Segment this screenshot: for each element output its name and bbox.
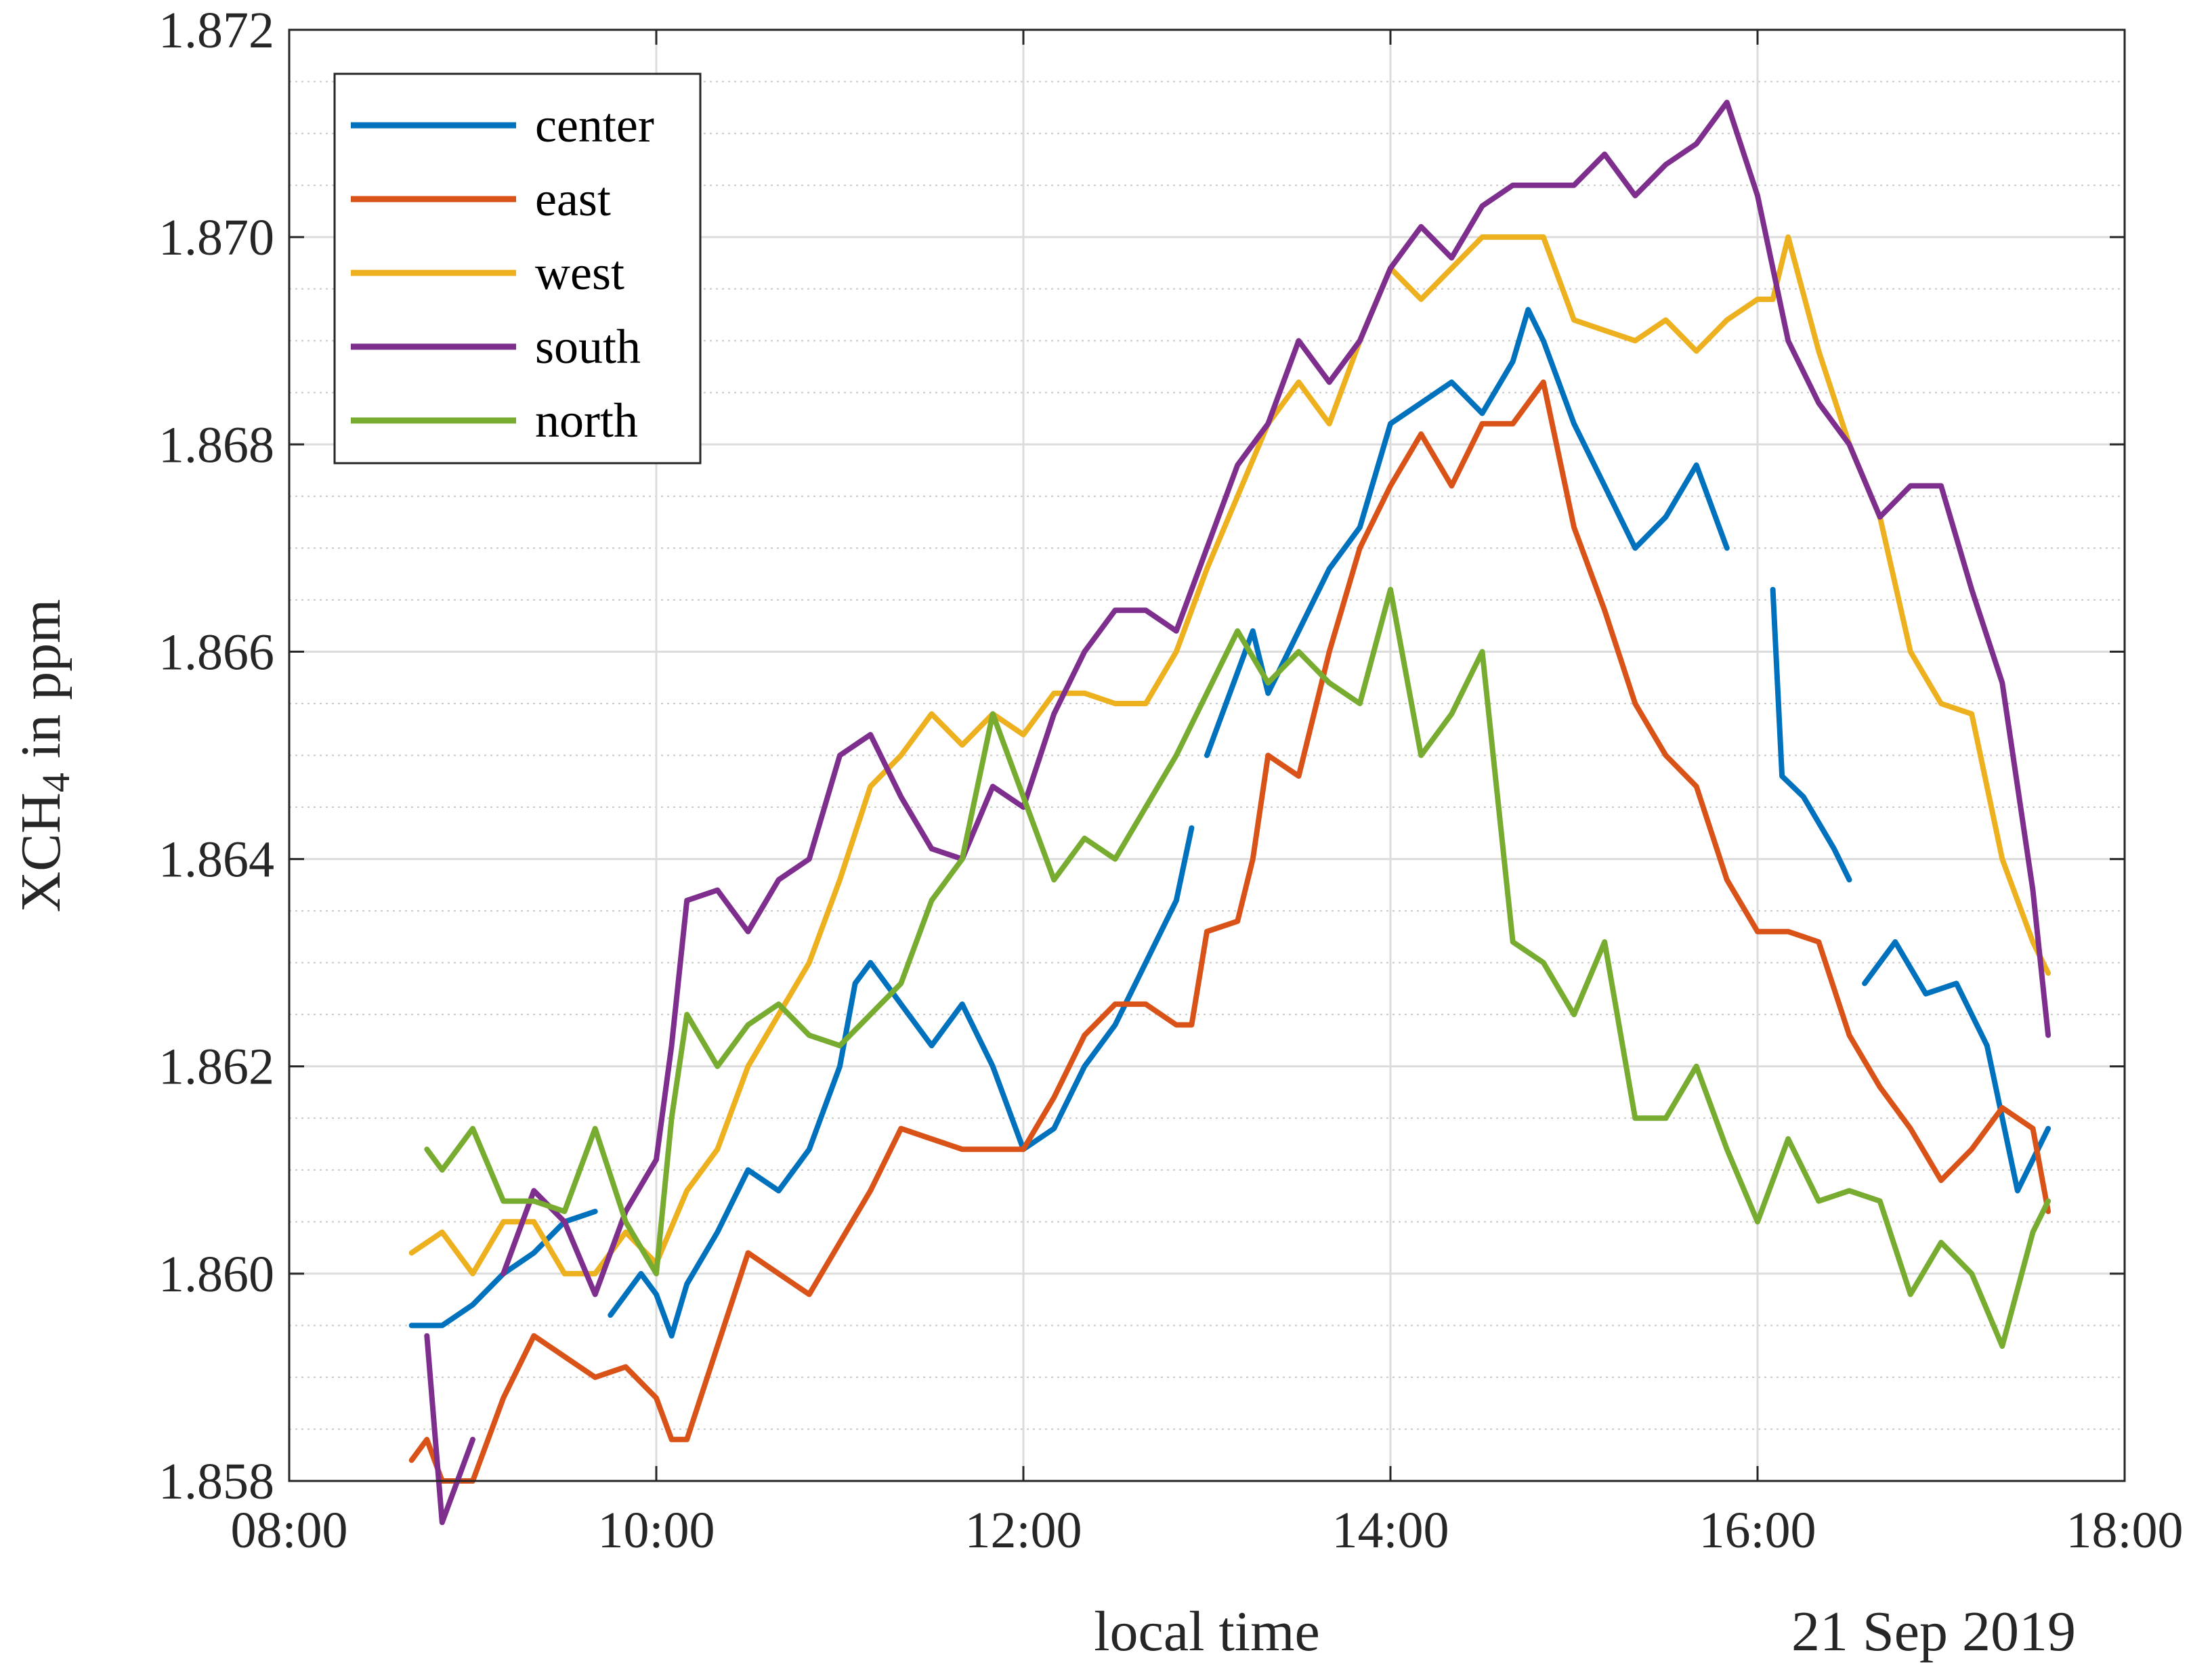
x-tick-label: 14:00 (1332, 1502, 1449, 1559)
legend-label-center: center (535, 98, 654, 152)
series-line-center (1770, 586, 1852, 883)
legend-entry-north: north (351, 393, 638, 448)
y-axis-title-main: XCH (9, 792, 72, 912)
legend-entry-west: west (351, 246, 624, 300)
series-south (424, 100, 2051, 1526)
x-tick-label: 08:00 (230, 1502, 347, 1559)
series-line-center (608, 825, 1195, 1339)
y-tick-label: 1.870 (158, 209, 274, 266)
series-west (408, 234, 2051, 1276)
legend-label-south: south (535, 320, 641, 374)
legend-entry-east: east (351, 172, 611, 226)
legend-box (333, 72, 702, 465)
legend-entries: center east west south north (351, 98, 654, 448)
series-line-west (408, 234, 2051, 1276)
y-tick-label: 1.858 (158, 1453, 274, 1510)
series-line-center (1862, 939, 2051, 1194)
axis-ticks (288, 28, 2126, 1482)
x-tick-label: 18:00 (2066, 1502, 2183, 1559)
y-tick-label: 1.864 (158, 832, 274, 888)
y-tick-label: 1.860 (158, 1246, 274, 1303)
series-line-north (424, 586, 2051, 1349)
series-line-center (1204, 307, 1730, 758)
series-line-south (501, 100, 2051, 1297)
legend-entry-center: center (351, 98, 654, 152)
date-label: 21 Sep 2019 (1791, 1600, 2076, 1663)
legend-entry-south: south (351, 320, 641, 374)
y-axis-title-rest: in ppm (9, 599, 72, 773)
x-tick-label: 10:00 (597, 1502, 715, 1559)
y-tick-label: 1.862 (158, 1039, 274, 1096)
y-tick-label: 1.868 (158, 416, 274, 473)
y-tick-label: 1.866 (158, 624, 274, 681)
y-axis-title: XCH4 in ppm (9, 599, 78, 912)
y-tick-labels: 1.858 1.860 1.862 1.864 1.866 1.868 1.870 1.872 (158, 2, 274, 1510)
x-tick-label: 16:00 (1699, 1502, 1816, 1559)
legend: center east west south north (333, 72, 702, 465)
legend-label-north: north (535, 393, 638, 448)
series-east (408, 379, 2051, 1484)
x-tick-label: 12:00 (964, 1502, 1082, 1559)
series-north (424, 586, 2051, 1349)
series-line-east (408, 379, 2051, 1484)
y-tick-label: 1.872 (158, 2, 274, 59)
legend-label-east: east (535, 172, 611, 226)
y-axis-title-subscript: 4 (34, 773, 78, 792)
plot-area-frame (288, 28, 2126, 1482)
x-tick-labels: 08:00 10:00 12:00 14:00 16:00 18:00 (230, 1502, 2183, 1559)
legend-label-west: west (535, 246, 624, 300)
series-lines (408, 100, 2051, 1526)
series-line-south (424, 1333, 475, 1526)
x-axis-title: local time (1094, 1600, 1320, 1663)
